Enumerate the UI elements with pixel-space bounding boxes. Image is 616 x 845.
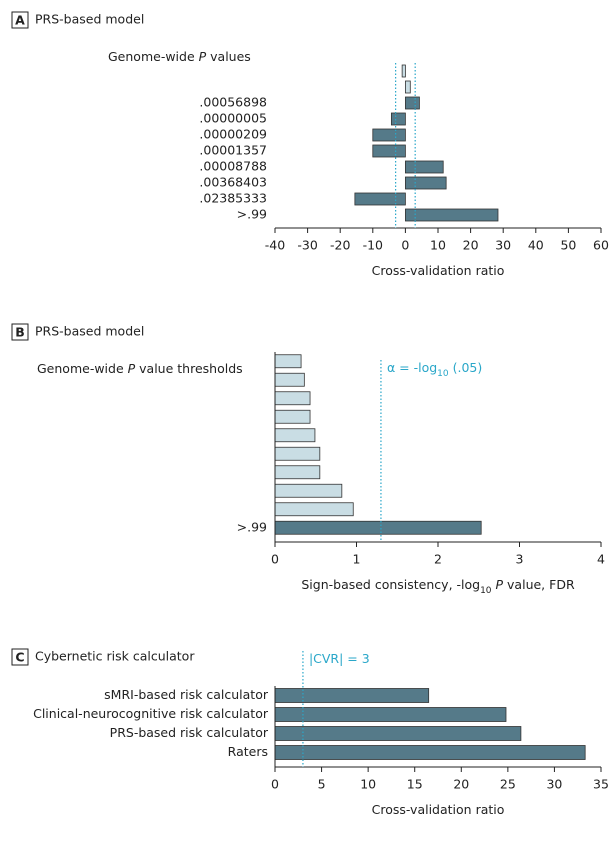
- bar: [354, 192, 406, 206]
- bar: [404, 176, 447, 190]
- text-part: P: [496, 577, 504, 592]
- x-tick-label: 20: [463, 238, 479, 253]
- y-tick-label: Clinical-neurocognitive risk calculator: [33, 706, 269, 721]
- bar: [372, 128, 406, 142]
- x-tick-label: 0: [401, 238, 409, 253]
- bar: [274, 520, 482, 535]
- bar: [274, 446, 321, 461]
- bar: [274, 465, 321, 480]
- text-part: Cross-validation ratio: [372, 263, 505, 278]
- text-part: P: [199, 49, 207, 64]
- text-part: Genome-wide: [37, 361, 128, 376]
- y-tick-label: .00001357: [199, 143, 267, 158]
- x-tick-label: -10: [363, 238, 383, 253]
- x-tick-label: 1: [353, 552, 361, 567]
- x-tick-label: 50: [560, 238, 576, 253]
- bar: [274, 745, 586, 760]
- x-tick-label: 20: [453, 777, 469, 792]
- x-tick-label: 0: [271, 777, 279, 792]
- y-tick-label: .02385333: [199, 191, 267, 206]
- text-part: 10: [480, 586, 492, 596]
- text-part: |CVR| = 3: [309, 651, 370, 666]
- y-tick-label: .00056898: [199, 95, 267, 110]
- bar: [274, 688, 430, 703]
- x-tick-label: 10: [430, 238, 446, 253]
- x-tick-label: 30: [546, 777, 562, 792]
- text-part: Sign-based consistency, -log: [301, 577, 480, 592]
- x-tick-label: -30: [297, 238, 317, 253]
- panel-title: Cybernetic risk calculator: [35, 649, 195, 664]
- x-tick-label: 0: [271, 552, 279, 567]
- text-part: Genome-wide: [108, 49, 199, 64]
- panel-letter: C: [15, 650, 24, 665]
- y-tick-label: Raters: [228, 744, 268, 759]
- bar: [404, 96, 420, 110]
- x-tick-label: 2: [434, 552, 442, 567]
- bar: [274, 372, 305, 387]
- y-axis-title: Genome-wide P values: [108, 49, 251, 64]
- x-axis-title: Sign-based consistency, -log10 P value, …: [301, 577, 575, 596]
- x-tick-label: 40: [528, 238, 544, 253]
- y-tick-label: PRS-based risk calculator: [110, 725, 269, 740]
- x-tick-label: 35: [593, 777, 609, 792]
- panel-badge: [11, 11, 29, 29]
- reference-label: α = -log10 (.05): [387, 360, 482, 379]
- x-axis-title: Cross-validation ratio: [372, 263, 505, 278]
- y-tick-label: >.99: [237, 207, 267, 222]
- y-axis-title: Genome-wide P value thresholds: [37, 361, 243, 376]
- x-tick-label: 4: [597, 552, 605, 567]
- y-tick-label: .00000005: [199, 111, 267, 126]
- bar: [372, 144, 406, 158]
- bar: [401, 64, 406, 78]
- bar: [274, 483, 343, 498]
- bar: [274, 354, 302, 369]
- x-tick-label: 25: [500, 777, 516, 792]
- y-tick-label: .00000209: [199, 127, 267, 142]
- bar: [404, 80, 411, 94]
- x-tick-label: 60: [593, 238, 609, 253]
- text-part: α = -log: [387, 360, 437, 375]
- bar: [274, 428, 316, 443]
- x-tick-label: 30: [495, 238, 511, 253]
- text-part: value thresholds: [135, 361, 242, 376]
- panel-badge: [11, 648, 29, 666]
- x-axis-title: Cross-validation ratio: [372, 802, 505, 817]
- x-tick-label: 3: [516, 552, 524, 567]
- bar: [274, 707, 507, 722]
- y-tick-label: .00008788: [199, 159, 267, 174]
- reference-label: |CVR| = 3: [309, 651, 370, 666]
- panel-title: PRS-based model: [35, 12, 144, 27]
- text-part: value, FDR: [503, 577, 575, 592]
- text-part: Cross-validation ratio: [372, 802, 505, 817]
- x-tick-label: 10: [360, 777, 376, 792]
- y-tick-label: >.99: [237, 519, 267, 534]
- panel-letter: B: [15, 325, 25, 340]
- bar: [274, 409, 311, 424]
- bar: [390, 112, 406, 126]
- panel-title: PRS-based model: [35, 324, 144, 339]
- x-tick-label: 5: [318, 777, 326, 792]
- bar: [274, 391, 311, 406]
- text-part: 10: [437, 369, 449, 379]
- text-part: values: [206, 49, 251, 64]
- panel-letter: A: [15, 13, 25, 28]
- bar: [404, 160, 444, 174]
- text-part: P: [128, 361, 136, 376]
- x-tick-label: -20: [330, 238, 350, 253]
- text-part: (.05): [449, 360, 483, 375]
- y-tick-label: sMRI-based risk calculator: [104, 687, 269, 702]
- bar: [404, 208, 499, 222]
- x-tick-label: -40: [265, 238, 285, 253]
- panel-badge: [11, 323, 29, 341]
- y-tick-label: .00368403: [199, 175, 267, 190]
- x-tick-label: 15: [407, 777, 423, 792]
- bar: [274, 726, 522, 741]
- bar: [274, 502, 354, 517]
